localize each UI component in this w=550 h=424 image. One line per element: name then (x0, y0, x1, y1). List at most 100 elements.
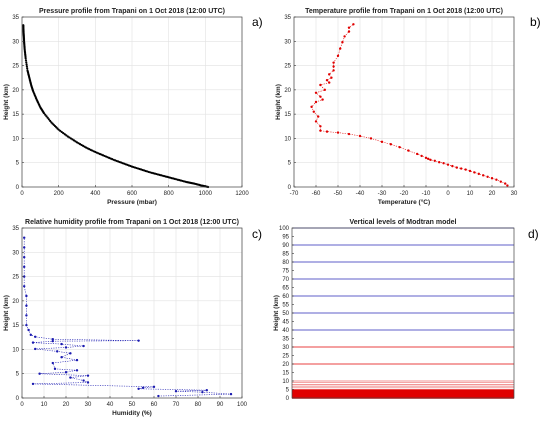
y-tick-label: 15 (282, 371, 289, 377)
data-point (310, 105, 313, 109)
data-point (424, 156, 428, 160)
chart-title: Relative humidity profile from Trapani o… (25, 219, 239, 226)
data-point (38, 372, 41, 375)
x-tick-label: 0 (20, 402, 24, 408)
y-tick-label: 25 (12, 275, 19, 281)
modtran-panel: Vertical levels of Modtran model d) 0 5 10 15… (273, 219, 539, 402)
data-point (504, 182, 507, 185)
data-point (26, 67, 29, 70)
x-tick-label: 50 (129, 402, 136, 408)
data-point (477, 172, 480, 176)
data-point (499, 180, 502, 183)
y-tick-label: 70 (282, 277, 289, 283)
data-point (50, 121, 53, 124)
panel-label: d) (528, 227, 539, 241)
data-point (455, 166, 458, 169)
data-point (429, 158, 432, 161)
data-point (31, 382, 35, 386)
data-point (347, 26, 351, 29)
y-tick-label: 5 (288, 161, 292, 167)
data-point (321, 98, 324, 101)
data-point (319, 125, 322, 128)
data-point (427, 157, 430, 161)
y-tick-label: 10 (12, 347, 19, 353)
y-tick-label: 20 (12, 88, 19, 94)
y-tick-label: 55 (282, 303, 289, 309)
x-tick-label: 10 (41, 402, 48, 408)
x-tick-label: 100 (237, 402, 248, 408)
y-tick-label: 35 (282, 337, 289, 343)
data-point (398, 145, 401, 149)
chart-title: Vertical levels of Modtran model (350, 219, 457, 226)
y-tick-label: 75 (282, 269, 289, 275)
data-point (358, 134, 362, 138)
y-tick-label: 5 (16, 372, 20, 378)
y-tick-label: 20 (12, 299, 19, 305)
data-point (63, 133, 66, 136)
data-point (23, 275, 26, 278)
data-point (34, 347, 37, 351)
x-tick-label: 40 (107, 402, 114, 408)
data-point (332, 61, 335, 64)
y-axis-label: Height (km) (273, 295, 280, 331)
data-point (490, 177, 494, 180)
data-point (69, 352, 72, 355)
y-tick-label: 25 (12, 64, 19, 70)
y-tick-label: 60 (282, 294, 289, 300)
data-point (325, 130, 329, 133)
data-point (64, 346, 68, 349)
data-point (325, 78, 329, 82)
y-tick-label: 10 (12, 136, 19, 142)
x-tick-label: -50 (334, 191, 343, 197)
data-point (26, 69, 29, 72)
data-point (380, 140, 384, 144)
temperature-panel: Temperature profile from Trapani on 1 Oc… (275, 8, 541, 206)
data-point (23, 285, 26, 288)
y-tick-label: 20 (284, 88, 291, 94)
x-tick-label: -70 (290, 191, 299, 197)
data-point (65, 134, 68, 137)
x-axis-label: Temperature (°C) (378, 198, 430, 206)
x-tick-label: 200 (54, 191, 65, 197)
y-tick-label: 0 (16, 396, 20, 402)
data-point (25, 314, 28, 317)
data-point (46, 116, 49, 119)
y-tick-label: 80 (282, 260, 289, 266)
humidity-panel: Relative humidity profile from Trapani o… (3, 219, 262, 417)
data-point (25, 294, 28, 298)
data-point (330, 76, 333, 79)
data-point (339, 47, 342, 50)
y-tick-label: 0 (16, 185, 20, 191)
x-axis-label: Pressure (mbar) (107, 199, 157, 206)
data-point (82, 344, 85, 348)
data-point (174, 390, 178, 393)
y-tick-label: 30 (282, 345, 289, 351)
data-point (495, 178, 498, 181)
y-tick-label: 35 (284, 15, 291, 21)
y-axis-label: Height (km) (275, 84, 282, 120)
x-tick-label: -60 (312, 191, 321, 197)
data-point (60, 342, 63, 346)
data-point (468, 169, 472, 173)
data-point (460, 167, 463, 170)
y-tick-label: 50 (282, 311, 289, 317)
data-point (141, 386, 145, 389)
x-tick-label: -10 (422, 191, 431, 197)
data-point (341, 41, 344, 44)
y-tick-label: 85 (282, 252, 289, 258)
data-point (323, 88, 326, 92)
data-point (205, 389, 208, 392)
x-tick-label: 80 (195, 402, 202, 408)
data-point (56, 350, 59, 353)
data-point (319, 83, 322, 87)
data-point (66, 135, 69, 138)
y-tick-label: 0 (286, 396, 290, 402)
x-tick-label: 0 (446, 191, 450, 197)
panel-label: c) (252, 227, 262, 241)
y-tick-label: 0 (288, 185, 292, 191)
data-point (328, 81, 331, 84)
data-point (51, 339, 54, 343)
y-tick-label: 10 (284, 136, 291, 142)
data-point (446, 163, 450, 166)
data-point (86, 374, 90, 377)
